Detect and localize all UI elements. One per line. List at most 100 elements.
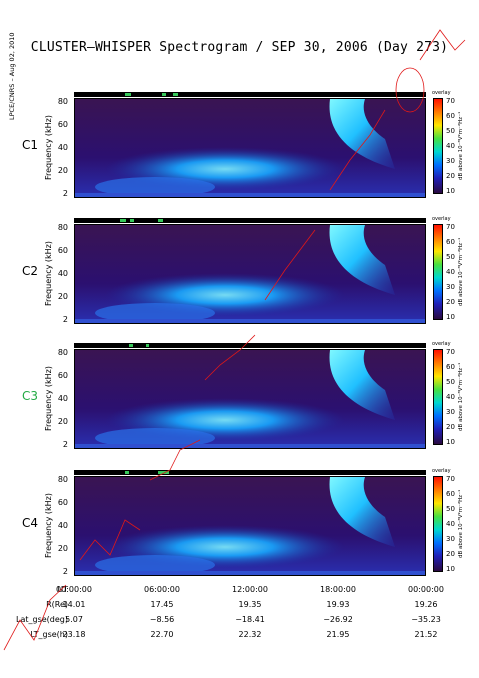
axis-row-value: 22.32	[238, 630, 262, 639]
axis-row-value: −8.56	[149, 615, 175, 624]
colorbar-tick-label: 30	[446, 283, 455, 291]
y-tick-label: 20	[57, 544, 68, 553]
spectrogram-c2	[74, 224, 426, 324]
colorbar-tick-label: 30	[446, 408, 455, 416]
y-tick-label: 80	[57, 348, 68, 357]
data-coverage-mark	[162, 93, 166, 96]
axis-row-value: 19.93	[326, 600, 350, 609]
colorbar-tick-label: 50	[446, 378, 455, 386]
colorbar	[433, 98, 443, 194]
x-tick-label: 18:00:00	[320, 585, 356, 594]
overlay-label: overlay	[432, 468, 451, 474]
colorbar-tick-label: 40	[446, 268, 455, 276]
overlay-label: overlay	[432, 341, 451, 347]
x-tick-label: 06:00:00	[144, 585, 180, 594]
colorbar-tick-label: 20	[446, 298, 455, 306]
x-tick-label: 00:00:00	[56, 585, 92, 594]
spectrogram-c3	[74, 349, 426, 449]
y-tick-label: 40	[57, 269, 68, 278]
colorbar-tick-label: 50	[446, 505, 455, 513]
colorbar-tick-label: 40	[446, 142, 455, 150]
data-coverage-mark	[166, 471, 169, 474]
orbit-strip	[74, 343, 426, 348]
axis-row-value: 23.18	[62, 630, 86, 639]
y-tick-label: 80	[57, 97, 68, 106]
x-tick-label: 12:00:00	[232, 585, 268, 594]
colorbar-tick-label: 30	[446, 157, 455, 165]
y-tick-label: 2	[62, 440, 68, 449]
satellite-label: C1	[22, 138, 39, 152]
y-tick-label: 60	[57, 371, 68, 380]
colorbar-tick-label: 10	[446, 313, 455, 321]
colorbar-tick-label: 60	[446, 363, 455, 371]
colorbar-tick-label: 50	[446, 127, 455, 135]
y-tick-label: 60	[57, 246, 68, 255]
colorbar-tick-label: 10	[446, 565, 455, 573]
colorbar-tick-label: 20	[446, 550, 455, 558]
overlay-label: overlay	[432, 90, 451, 96]
data-coverage-mark	[158, 219, 163, 222]
colorbar-tick-label: 10	[446, 187, 455, 195]
colorbar-tick-label: 50	[446, 253, 455, 261]
satellite-label: C2	[22, 264, 39, 278]
orbit-strip	[74, 470, 426, 475]
colorbar-tick-label: 70	[446, 223, 455, 231]
axis-row-label: UT	[57, 585, 68, 594]
colorbar	[433, 476, 443, 572]
data-coverage-mark	[173, 93, 178, 96]
y-tick-label: 2	[62, 315, 68, 324]
axis-row-value: 21.52	[414, 630, 438, 639]
y-tick-label: 20	[57, 166, 68, 175]
axis-row-value: 19.26	[414, 600, 438, 609]
axis-row-value: 22.70	[150, 630, 174, 639]
y-tick-label: 2	[62, 567, 68, 576]
data-coverage-mark	[120, 219, 126, 222]
data-coverage-mark	[130, 219, 134, 222]
colorbar-tick-label: 30	[446, 535, 455, 543]
y-tick-label: 40	[57, 521, 68, 530]
axis-row-value: 5.07	[65, 615, 83, 624]
overlay-label: overlay	[432, 216, 451, 222]
y-tick-label: 40	[57, 143, 68, 152]
colorbar-tick-label: 40	[446, 520, 455, 528]
axis-row-value: 19.35	[238, 600, 262, 609]
axis-row-value: 14.01	[62, 600, 86, 609]
data-coverage-mark	[125, 471, 129, 474]
x-tick-label: 00:00:00	[408, 585, 444, 594]
axis-row-value: −18.41	[235, 615, 265, 624]
data-coverage-mark	[125, 93, 131, 96]
y-tick-label: 2	[62, 189, 68, 198]
y-tick-label: 20	[57, 417, 68, 426]
y-tick-label: 40	[57, 394, 68, 403]
colorbar-tick-label: 60	[446, 490, 455, 498]
colorbar-tick-label: 70	[446, 348, 455, 356]
satellite-label: C4	[22, 516, 39, 530]
colorbar-tick-label: 70	[446, 475, 455, 483]
colorbar-tick-label: 60	[446, 112, 455, 120]
data-coverage-mark	[158, 471, 166, 474]
axis-row-label: R(Re)	[46, 600, 68, 609]
y-tick-label: 80	[57, 475, 68, 484]
orbit-strip	[74, 218, 426, 223]
colorbar-tick-label: 40	[446, 393, 455, 401]
axis-row-value: 21.95	[326, 630, 350, 639]
spectrogram-c1	[74, 98, 426, 198]
colorbar-tick-label: 20	[446, 172, 455, 180]
y-tick-label: 20	[57, 292, 68, 301]
colorbar-tick-label: 10	[446, 438, 455, 446]
spectrogram-c4	[74, 476, 426, 576]
y-tick-label: 60	[57, 498, 68, 507]
axis-row-value: 17.45	[150, 600, 174, 609]
data-coverage-mark	[129, 344, 133, 347]
colorbar-tick-label: 70	[446, 97, 455, 105]
colorbar-tick-label: 20	[446, 423, 455, 431]
colorbar	[433, 224, 443, 320]
axis-row-label: LT_gse(h)	[30, 630, 68, 639]
axis-row-value: −26.92	[323, 615, 353, 624]
colorbar	[433, 349, 443, 445]
axis-row-value: −35.23	[411, 615, 441, 624]
orbit-strip	[74, 92, 426, 97]
data-coverage-mark	[146, 344, 149, 347]
satellite-label: C3	[22, 389, 39, 403]
